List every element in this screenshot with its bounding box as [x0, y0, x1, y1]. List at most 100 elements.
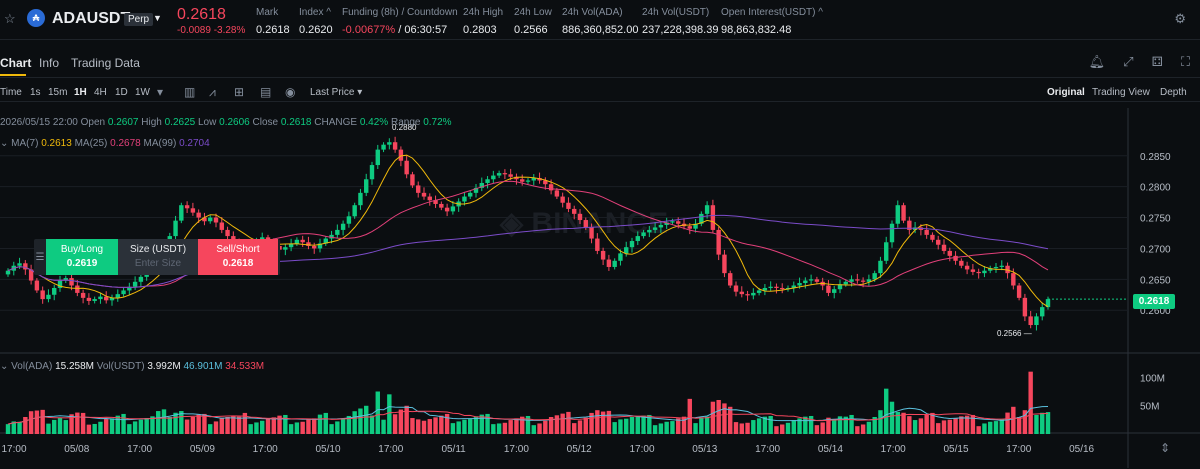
ma25-line: [7, 180, 1049, 288]
interval-1d[interactable]: 1D: [115, 87, 128, 98]
volume-bar: [872, 417, 877, 434]
range-value: 0.72%: [423, 117, 452, 128]
ma-legend[interactable]: ⌄ MA(7) 0.2613 MA(25) 0.2678 MA(99) 0.27…: [0, 138, 210, 149]
volume-bar: [652, 425, 658, 434]
symbol-name[interactable]: ADAUSDT: [52, 10, 131, 27]
volume-bar: [548, 417, 554, 434]
template-icon[interactable]: ▤: [260, 85, 272, 99]
tab-info[interactable]: Info: [39, 56, 60, 70]
tab-chart[interactable]: Chart: [0, 56, 32, 70]
interval-dropdown-icon[interactable]: ▾: [157, 85, 164, 99]
view-original[interactable]: Original: [1047, 87, 1085, 98]
candle-body: [670, 221, 675, 223]
candle-body: [554, 190, 560, 197]
candle-body: [832, 289, 837, 293]
candle-body: [860, 280, 866, 282]
candle-body: [855, 279, 860, 281]
volume-bar: [121, 413, 126, 434]
collapse-icon[interactable]: ⌄: [0, 138, 9, 149]
candle-body: [560, 196, 565, 203]
candle-body: [936, 239, 941, 245]
candle-body: [421, 192, 427, 197]
grid-icon[interactable]: ⚃: [1151, 54, 1163, 69]
candle-body: [751, 292, 756, 296]
ma99-value: 0.2704: [179, 138, 210, 149]
volume-bar: [606, 410, 612, 434]
chevron-down-icon[interactable]: ▼: [153, 13, 162, 23]
tab-trading-data[interactable]: Trading Data: [71, 56, 140, 70]
candle-body: [606, 259, 612, 267]
volume-bar: [572, 423, 577, 434]
volume-bar: [462, 419, 467, 434]
volume-bar: [907, 416, 912, 434]
candle-body: [548, 184, 554, 191]
expand-icon[interactable]: ⤢: [1123, 54, 1134, 69]
compare-icon[interactable]: ⊞: [234, 85, 245, 99]
candle-body: [710, 205, 716, 230]
volume-bar: [1005, 412, 1010, 434]
interval-1s[interactable]: 1s: [30, 87, 41, 98]
view-depth[interactable]: Depth: [1160, 87, 1187, 98]
interval-1h[interactable]: 1H: [74, 87, 87, 98]
sell-short-button[interactable]: Sell/Short 0.2618: [198, 239, 278, 275]
stat-key: Open Interest(USDT) ^: [721, 7, 823, 18]
volume-bar: [676, 418, 681, 434]
stat-index[interactable]: Index ^ 0.2620: [299, 7, 333, 36]
volume-bar: [225, 417, 230, 434]
collapse-icon[interactable]: ⌄: [0, 361, 9, 372]
candle-body: [86, 297, 92, 301]
candle-body: [699, 213, 704, 224]
volume-bar: [329, 424, 334, 434]
stat-open-interest[interactable]: Open Interest(USDT) ^ 98,863,832.48: [721, 7, 823, 36]
candle-body: [687, 226, 692, 229]
watermark-logo: ◈ BINANCE: [499, 207, 668, 240]
indicators-icon[interactable]: ⩘: [209, 85, 216, 99]
volume-bar: [918, 418, 924, 434]
candle-body: [624, 247, 629, 254]
star-icon[interactable]: ☆: [4, 11, 16, 26]
candle-body: [895, 205, 900, 224]
volume-bar: [416, 419, 421, 434]
scale-toggle-icon[interactable]: ⇕: [1160, 441, 1170, 455]
candle-body: [294, 239, 300, 244]
size-placeholder: Enter Size: [134, 258, 182, 269]
candle-body: [439, 203, 444, 208]
volume-bar: [254, 422, 259, 434]
interval-15m[interactable]: 15m: [48, 87, 68, 98]
high-label: High: [141, 117, 162, 128]
interval-4h[interactable]: 4H: [94, 87, 107, 98]
candle-body: [283, 247, 288, 250]
candle-body: [306, 242, 311, 246]
view-trading-view[interactable]: Trading View: [1092, 87, 1150, 98]
interval-1w[interactable]: 1W: [135, 87, 150, 98]
price-type-select[interactable]: Last Price ▾: [310, 87, 363, 98]
size-input[interactable]: Size (USDT) Enter Size: [118, 239, 198, 275]
interval-time[interactable]: Time: [0, 87, 22, 98]
candle-body: [104, 296, 109, 301]
price-chart[interactable]: 0.2850 0.2800 0.2750 0.2700 0.2650 0.2600 ◈ BI…: [0, 108, 1200, 468]
candle-body: [1022, 297, 1028, 317]
time-tick-label: 05/16: [1069, 444, 1094, 455]
candle-body: [791, 285, 796, 288]
time-tick-label: 05/13: [692, 444, 717, 455]
candle-body: [1045, 299, 1051, 308]
volume-bar: [294, 422, 300, 434]
volume-bar: [335, 421, 340, 434]
drag-handle-icon[interactable]: ☰: [35, 251, 45, 263]
volume-bar: [358, 408, 363, 434]
alert-icon[interactable]: ◉: [285, 85, 296, 99]
bell-icon[interactable]: 🔔︎: [1088, 54, 1106, 69]
candle-body: [109, 297, 115, 301]
buy-price: 0.2619: [66, 258, 98, 269]
price-tick-label: 0.2700: [1140, 244, 1171, 255]
price-tick-label: 0.2650: [1140, 275, 1171, 286]
candle-body: [600, 250, 606, 260]
candle-body: [595, 238, 600, 251]
volume-bar: [768, 415, 773, 434]
settings-icon[interactable]: ⚙: [1174, 11, 1186, 26]
volume-bar: [1034, 414, 1039, 434]
buy-long-button[interactable]: Buy/Long 0.2619: [46, 239, 118, 275]
candle-type-icon[interactable]: ▥: [184, 85, 196, 99]
candle-body: [953, 255, 958, 261]
fullscreen-icon[interactable]: ⛶: [1180, 54, 1190, 69]
